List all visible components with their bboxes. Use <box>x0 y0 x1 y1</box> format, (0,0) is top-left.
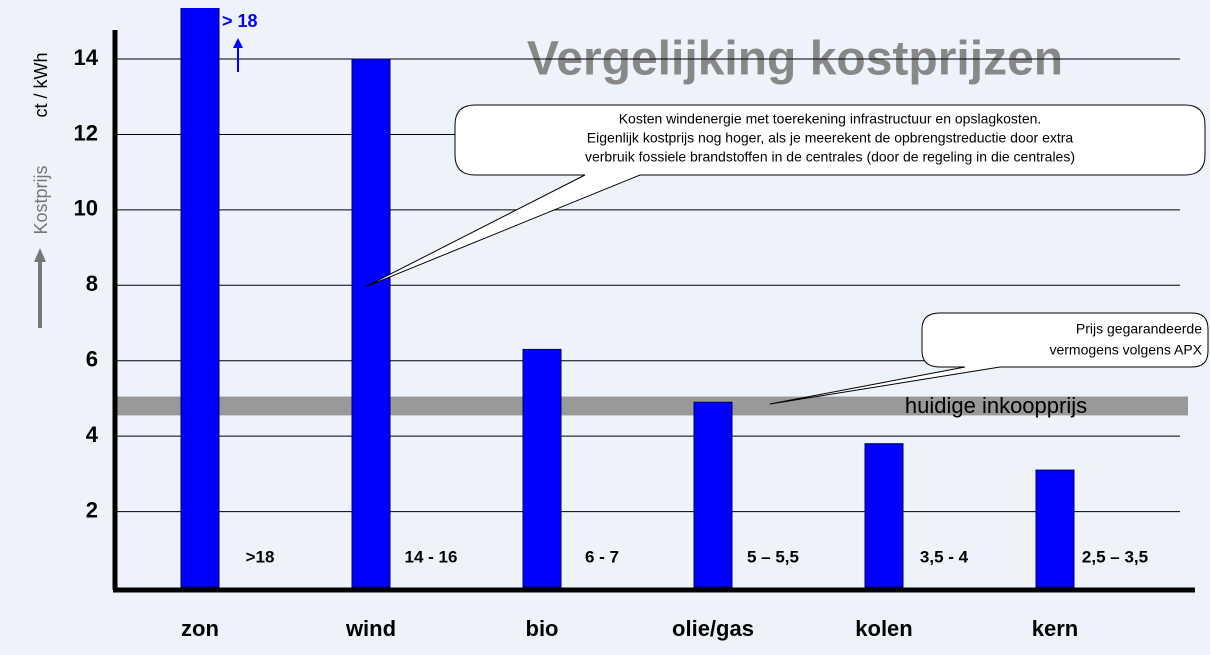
y-tick-label: 14 <box>74 45 99 70</box>
bar <box>180 8 220 588</box>
y-tick-label: 4 <box>86 422 99 447</box>
y-axis-unit: ct / kWh <box>31 52 51 117</box>
callout-text: Prijs gegarandeerde <box>1076 321 1202 337</box>
y-axis-label: Kostprijs <box>31 165 51 234</box>
bar <box>693 401 733 588</box>
overflow-arrow-head <box>233 38 243 48</box>
bar-label: 2,5 – 3,5 <box>1082 547 1148 566</box>
y-tick-label: 2 <box>86 497 98 522</box>
bar <box>1035 469 1075 588</box>
bar-label: 6 - 7 <box>585 547 619 566</box>
callout-bubble <box>769 312 1209 405</box>
bar <box>864 443 904 588</box>
x-tick-label: wind <box>345 616 396 641</box>
bar <box>351 58 391 588</box>
callout-text: verbruik fossiele brandstoffen in de cen… <box>585 149 1075 165</box>
x-tick-label: zon <box>181 616 219 641</box>
x-tick-label: kolen <box>855 616 912 641</box>
overflow-note: > 18 <box>222 11 258 31</box>
bar-label: >18 <box>246 547 275 566</box>
reference-band-label: huidige inkoopprijs <box>905 393 1087 418</box>
callout-bubble <box>364 104 1206 288</box>
bar-label: 5 – 5,5 <box>747 547 799 566</box>
x-tick-label: olie/gas <box>672 616 754 641</box>
y-tick-label: 10 <box>74 196 98 221</box>
bar <box>522 348 562 588</box>
y-tick-label: 6 <box>86 347 98 372</box>
y-tick-label: 8 <box>86 271 98 296</box>
y-arrow-head <box>34 248 46 262</box>
x-tick-label: bio <box>526 616 559 641</box>
callout-text: vermogens volgens APX <box>1049 342 1202 358</box>
bar-label: 14 - 16 <box>405 547 458 566</box>
callout-text: Eigenlijk kostprijs nog hoger, als je me… <box>587 130 1074 146</box>
callout-text: Kosten windenergie met toerekening infra… <box>619 111 1042 127</box>
y-tick-label: 12 <box>74 120 98 145</box>
x-tick-label: kern <box>1032 616 1078 641</box>
plot-area <box>180 8 1075 588</box>
bar-label: 3,5 - 4 <box>920 547 969 566</box>
